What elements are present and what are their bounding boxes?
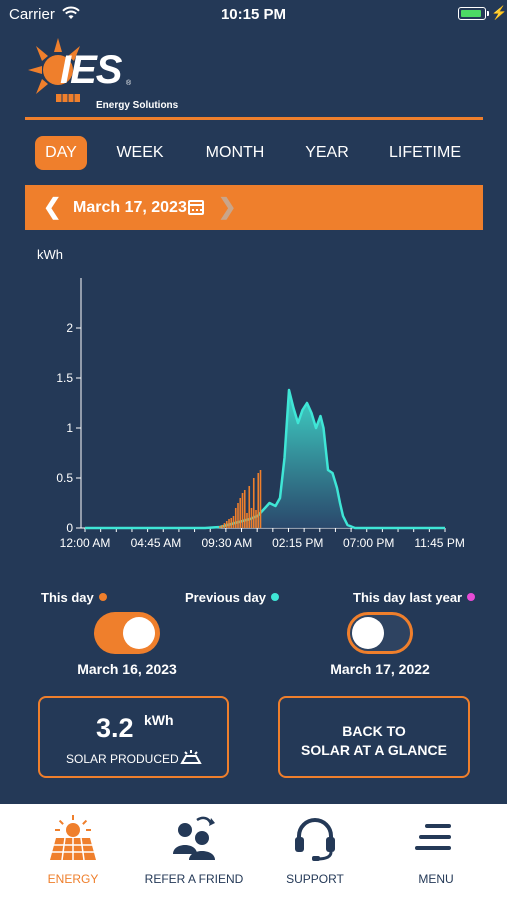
legend-dot	[467, 593, 476, 601]
bar	[221, 525, 224, 528]
refer-friend-icon	[173, 816, 215, 860]
x-tick-label: 09:30 AM	[201, 536, 252, 550]
last-year-toggle[interactable]	[347, 612, 413, 654]
legend-last-year: This day last year	[353, 590, 476, 605]
solar-label: SOLAR PRODUCED	[66, 752, 179, 766]
bar	[234, 508, 237, 528]
calendar-icon[interactable]	[188, 200, 204, 215]
bar	[257, 473, 260, 528]
clock: 10:15 PM	[220, 6, 287, 23]
back-line-2: SOLAR AT A GLANCE	[301, 742, 447, 758]
previous-day-date: March 16, 2023	[77, 661, 177, 677]
status-bar: Carrier 10:15 PM ⚡	[0, 0, 507, 28]
solar-produced-card: 3.2 kWh SOLAR PRODUCED	[38, 696, 229, 778]
header-divider	[25, 117, 483, 120]
previous-day-toggle[interactable]	[94, 612, 160, 654]
bar	[246, 513, 248, 528]
period-tabs: DAY WEEK MONTH YEAR LIFETIME	[25, 136, 483, 170]
chevron-right-icon[interactable]: ❯	[218, 194, 237, 219]
nav-support[interactable]: SUPPORT	[252, 804, 378, 900]
nav-menu[interactable]: MENU	[373, 804, 499, 900]
wifi-icon	[62, 6, 80, 19]
bar	[223, 523, 226, 528]
logo-wordmark: IES	[60, 48, 122, 92]
toggle-knob	[123, 617, 155, 649]
bar	[239, 498, 242, 528]
ies-logo: IES ® Energy Solutions	[28, 34, 178, 116]
battery-icon	[458, 7, 489, 20]
sun-icon	[28, 38, 80, 102]
tab-year[interactable]: YEAR	[305, 144, 349, 161]
x-tick-label: 12:00 AM	[60, 536, 111, 550]
bar	[228, 519, 230, 528]
y-tick-label: 0.5	[56, 471, 73, 485]
tab-month[interactable]: MONTH	[205, 144, 265, 161]
tab-week[interactable]: WEEK	[116, 144, 164, 161]
y-tick-label: 2	[66, 321, 73, 335]
solar-value: 3.2	[96, 713, 134, 743]
x-tick-label: 04:45 AM	[131, 536, 182, 550]
legend-dot	[270, 593, 279, 601]
registered-mark: ®	[126, 80, 132, 87]
legend-previous-day: Previous day	[185, 590, 279, 605]
bar	[252, 478, 255, 528]
legend-this-day: This day	[41, 590, 107, 605]
menu-icon	[415, 824, 451, 850]
bar	[250, 508, 253, 528]
back-to-glance-button[interactable]: BACK TO SOLAR AT A GLANCE	[278, 696, 470, 778]
bar	[243, 490, 246, 528]
carrier-label: Carrier	[9, 6, 55, 23]
x-tick-label: 07:00 PM	[343, 536, 394, 550]
toggle-knob	[352, 617, 384, 649]
x-tick-label: 11:45 PM	[414, 536, 464, 550]
legend-dot	[98, 593, 107, 601]
back-line-1: BACK TO	[342, 723, 406, 739]
headset-icon	[295, 818, 335, 861]
bottom-nav: ENERGY REFER A FRIEND SUPPORT	[0, 804, 507, 900]
bar	[241, 493, 244, 528]
charging-icon: ⚡	[491, 5, 507, 20]
bar	[259, 470, 262, 528]
nav-energy[interactable]: ENERGY	[10, 804, 136, 900]
bar	[237, 503, 239, 528]
logo-subtitle: Energy Solutions	[96, 100, 179, 111]
nav-refer-a-friend[interactable]: REFER A FRIEND	[131, 804, 257, 900]
tab-lifetime[interactable]: LIFETIME	[388, 144, 461, 161]
energy-chart: kWh 0 0.5 1 1.5 2 12:00 AM 04:45 AM 09:30 AM 02…	[37, 247, 465, 550]
y-tick-label: 0	[66, 521, 73, 535]
last-year-date: March 17, 2022	[330, 661, 430, 677]
y-axis-label: kWh	[37, 247, 63, 262]
solar-unit: kWh	[144, 712, 174, 728]
bar	[230, 518, 233, 528]
bar	[248, 486, 251, 528]
area-line	[85, 388, 445, 530]
selected-date: March 17, 2023	[73, 199, 187, 216]
tab-day[interactable]: DAY	[35, 136, 87, 170]
bar	[225, 521, 228, 528]
bar	[219, 526, 221, 528]
x-tick-label: 02:15 PM	[272, 536, 323, 550]
y-tick-label: 1.5	[56, 371, 73, 385]
bar	[255, 510, 257, 528]
bar	[232, 516, 235, 528]
solar-panel-icon	[50, 815, 96, 861]
date-navigator: ❮ March 17, 2023 ❯	[25, 185, 483, 230]
y-tick-label: 1	[66, 421, 73, 435]
solar-panel-icon	[180, 750, 202, 764]
chevron-left-icon[interactable]: ❮	[43, 194, 62, 219]
